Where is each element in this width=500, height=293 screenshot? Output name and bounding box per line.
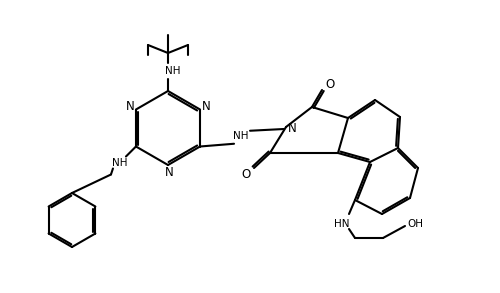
Text: N: N [164, 166, 173, 180]
Text: N: N [288, 122, 296, 134]
Text: N: N [202, 100, 210, 113]
Text: N: N [126, 100, 134, 113]
Text: HN: HN [334, 219, 350, 229]
Text: NH: NH [234, 131, 249, 141]
Text: O: O [326, 79, 334, 91]
Text: O: O [242, 168, 250, 181]
Text: NH: NH [165, 66, 181, 76]
Text: NH: NH [112, 158, 128, 168]
Text: OH: OH [407, 219, 423, 229]
